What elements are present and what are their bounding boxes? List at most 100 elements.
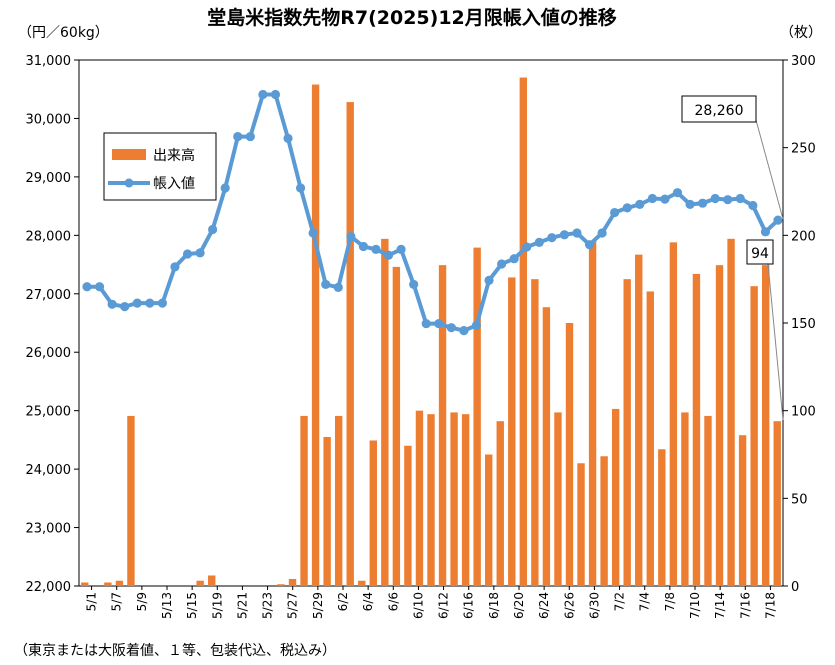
settlement-point (107, 299, 117, 309)
settlement-point (446, 323, 456, 333)
volume-bar (473, 247, 481, 586)
legend-bar-label: 出来高 (153, 147, 195, 164)
x-axis-tick-label: 5/19 (210, 592, 224, 619)
callout-price: 28,260 (681, 95, 784, 220)
legend-bar-swatch (112, 149, 146, 160)
settlement-point (170, 262, 180, 272)
settlement-point (509, 254, 519, 264)
x-axis-tick-label: 5/7 (110, 592, 124, 611)
volume-bar (450, 412, 458, 586)
volume-bar (196, 580, 204, 586)
volume-bars (81, 77, 781, 587)
x-axis-tick-label: 6/16 (462, 592, 476, 619)
settlement-point (622, 203, 632, 213)
callout-volume-box (746, 239, 774, 265)
right-axis-tick-label: 300 (791, 54, 816, 69)
settlement-point (635, 199, 645, 209)
x-axis-tick-label: 6/24 (537, 592, 551, 619)
volume-bar (727, 238, 735, 586)
left-axis-tick-label: 26,000 (26, 346, 72, 361)
x-axis-tick-label: 5/23 (261, 592, 275, 619)
volume-bar (485, 454, 493, 586)
settlement-point (522, 242, 532, 252)
settlement-point (233, 131, 243, 142)
volume-bar (565, 323, 574, 586)
volume-bar (334, 415, 343, 586)
volume-bar (496, 421, 504, 586)
x-axis-tick-label: 6/18 (487, 592, 501, 619)
volume-bar (600, 456, 608, 586)
volume-bar (681, 412, 689, 586)
volume-bar (427, 414, 435, 586)
x-axis-tick-label: 7/16 (738, 592, 752, 619)
settlement-point (547, 233, 557, 243)
legend-box (103, 132, 217, 201)
legend-line-label: 帳入値 (153, 176, 195, 192)
settlement-point (371, 244, 381, 254)
settlement-point (484, 275, 494, 285)
volume-bar (715, 265, 724, 586)
volume-bar (611, 408, 620, 586)
x-axis-tick-label: 6/10 (411, 592, 425, 619)
settlement-point (434, 318, 444, 329)
volume-bar (381, 238, 389, 586)
settlement-point (597, 228, 607, 238)
settlement-point (358, 241, 368, 252)
x-axis-tick-label: 6/12 (437, 592, 451, 619)
x-axis-tick-label: 6/2 (336, 592, 350, 611)
volume-bar (461, 414, 470, 586)
settlement-point (698, 198, 708, 208)
volume-bar (208, 575, 216, 586)
settlement-point (748, 200, 758, 211)
x-axis-tick-label: 5/27 (286, 592, 300, 619)
right-axis-tick-label: 0 (791, 580, 799, 595)
volume-bar (323, 436, 331, 586)
x-axis-tick-label: 5/9 (135, 592, 149, 611)
settlement-point (409, 279, 419, 290)
callout-volume: 94 (746, 239, 784, 421)
settlement-point (132, 298, 142, 308)
settlement-point (672, 188, 683, 198)
settlement-point (396, 244, 406, 254)
callout-price-box (681, 95, 757, 123)
legend: 出来高 帳入値 (103, 132, 217, 201)
volume-bar (104, 582, 112, 586)
settlement-point (610, 207, 620, 218)
x-axis-tick-label: 5/1 (85, 592, 99, 611)
volume-bar (554, 412, 562, 586)
settlement-point (647, 193, 657, 204)
settlement-point (497, 259, 507, 269)
volume-bar (115, 580, 124, 586)
volume-bar (588, 240, 597, 587)
left-axis-tick-label: 30,000 (26, 112, 72, 127)
volume-bar (311, 84, 320, 587)
legend-line-marker (124, 178, 134, 188)
x-axis-tick-label: 6/20 (512, 592, 526, 619)
settlement-point (220, 183, 230, 193)
settlement-point (572, 228, 582, 238)
x-axis-tick-label: 6/30 (587, 592, 601, 619)
volume-bar (773, 421, 781, 586)
settlement-point (245, 131, 255, 142)
settlement-point (157, 298, 167, 308)
settlement-point (295, 183, 306, 193)
settlement-point (685, 199, 695, 209)
settlement-point (760, 227, 771, 237)
settlement-point (308, 228, 318, 238)
axes (74, 59, 788, 590)
volume-bar (692, 273, 701, 586)
left-axis-tick-label: 24,000 (26, 463, 72, 478)
volume-bar (623, 279, 631, 586)
settlement-point (459, 325, 469, 336)
volume-bar (704, 415, 712, 586)
volume-bar (635, 254, 643, 586)
volume-bar (288, 578, 297, 586)
x-axis-tick-label: 7/2 (613, 592, 627, 611)
left-axis-tick-label: 22,000 (26, 580, 72, 595)
x-axis-tick-label: 5/13 (160, 592, 174, 619)
x-axis-tick-label: 6/4 (361, 592, 375, 611)
settlement-point (145, 298, 155, 308)
volume-bar (81, 582, 89, 586)
x-axis-tick-label: 7/4 (638, 592, 652, 611)
